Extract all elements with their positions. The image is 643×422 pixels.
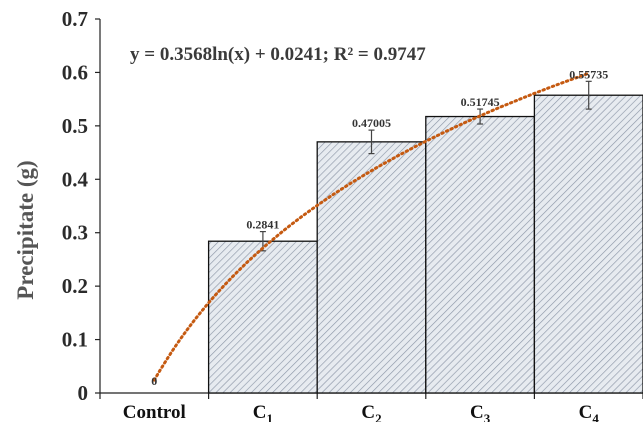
y-tick-label: 0.3 [62,221,88,245]
y-axis-label: Precipitate (g) [13,160,38,299]
x-tick-label: C1 [253,402,273,422]
trendline-curve [152,71,591,382]
bar [207,240,318,394]
y-tick-label: 0 [78,381,89,405]
data-label: 0.2841 [246,218,279,232]
data-label: 0 [151,374,157,388]
x-tick-label: C3 [470,402,491,422]
trendline [152,71,591,382]
bar [316,141,427,394]
x-tick-label: C4 [579,402,600,422]
bar [533,94,643,394]
data-label: 0.47005 [352,116,391,130]
y-tick-label: 0.2 [62,274,88,298]
y-tick-label: 0.5 [62,114,88,138]
y-tick-label: 0.1 [62,328,88,352]
data-label: 0.55735 [569,67,608,81]
bars [207,94,643,394]
trendline-equation: y = 0.3568ln(x) + 0.0241; R² = 0.9747 [130,44,426,65]
y-tick-label: 0.7 [62,7,88,31]
data-label: 0.51745 [461,95,500,109]
y-tick-label: 0.4 [62,167,89,191]
x-tick-label: Control [123,402,186,422]
x-tick-label: C2 [361,402,381,422]
y-tick-label: 0.6 [62,60,88,84]
bar [425,115,536,394]
axes: 0 0.1 0.2 0.3 0.4 0.5 0.6 0.7 Control C1 C2 C3 C4 [62,7,643,422]
data-labels: 0 0.2841 0.47005 0.51745 0.55735 [151,67,608,388]
